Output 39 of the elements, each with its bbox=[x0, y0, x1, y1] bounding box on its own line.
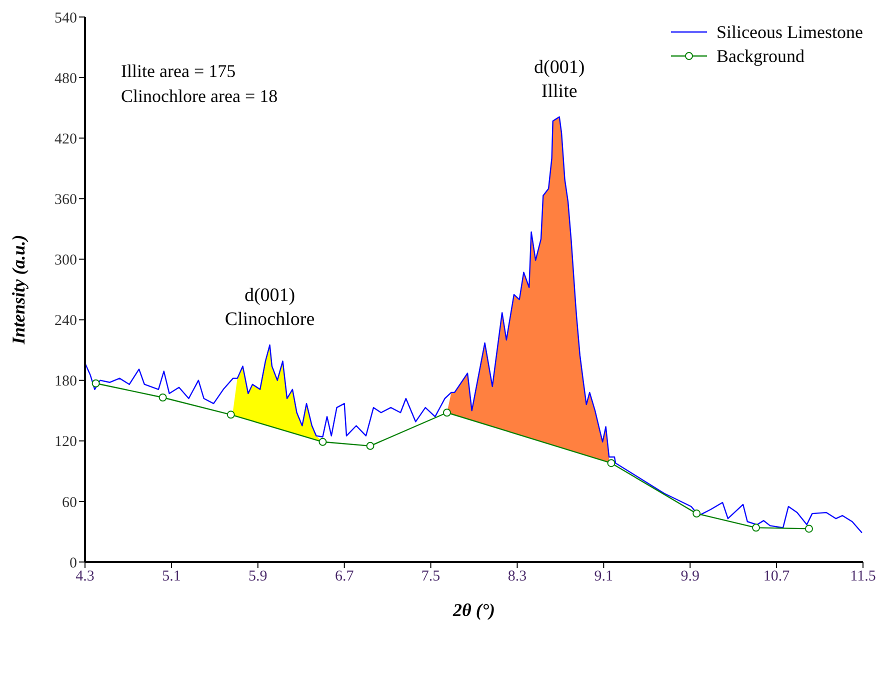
point bbox=[92, 379, 100, 388]
point bbox=[607, 459, 616, 468]
y-tick-label: 480 bbox=[54, 70, 77, 87]
y-tick-label: 360 bbox=[54, 192, 77, 208]
legend-label: Siliceous Limestone bbox=[716, 22, 863, 42]
x-tick-label: 10.7 bbox=[763, 568, 790, 585]
point bbox=[752, 524, 760, 532]
x-tick-label: 8.3 bbox=[508, 568, 527, 585]
point bbox=[442, 408, 451, 417]
point bbox=[366, 442, 374, 450]
y-tick-label: 300 bbox=[54, 252, 77, 269]
point bbox=[318, 438, 327, 446]
x-tick-label: 7.5 bbox=[421, 568, 440, 585]
x-axis-title: 2θ (°) bbox=[452, 600, 496, 620]
point bbox=[804, 524, 813, 533]
y-tick-label: 240 bbox=[54, 313, 77, 330]
y-tick-label: 180 bbox=[54, 374, 77, 390]
point bbox=[158, 393, 167, 402]
annotation: d(001) Illite bbox=[534, 56, 585, 102]
legend-label: Background bbox=[716, 46, 804, 66]
line-series bbox=[85, 116, 863, 534]
annotation: Clinochlore area = 18 bbox=[121, 86, 278, 106]
x-tick-label: 9.1 bbox=[594, 568, 614, 585]
x-tick-label: 11.5 bbox=[850, 568, 876, 585]
annotation: Illite area = 175 bbox=[121, 61, 236, 81]
point bbox=[226, 410, 235, 419]
x-tick-label: 9.9 bbox=[680, 568, 700, 585]
y-tick-label: 540 bbox=[54, 10, 77, 26]
annotation: d(001) Clinochlore bbox=[224, 285, 315, 330]
y-tick-label: 120 bbox=[54, 434, 77, 450]
x-tick-label: 4.3 bbox=[76, 568, 94, 585]
y-axis-title: Intensity (a.u.) bbox=[8, 234, 28, 346]
y-tick-label: 420 bbox=[54, 131, 77, 148]
y-tick-label: 0 bbox=[70, 555, 77, 572]
x-tick-label: 5.1 bbox=[162, 568, 181, 585]
x-tick-label: 5.9 bbox=[248, 568, 268, 585]
y-tick-label: 60 bbox=[62, 494, 77, 511]
point bbox=[692, 510, 701, 518]
x-tick-label: 6.7 bbox=[334, 568, 354, 585]
